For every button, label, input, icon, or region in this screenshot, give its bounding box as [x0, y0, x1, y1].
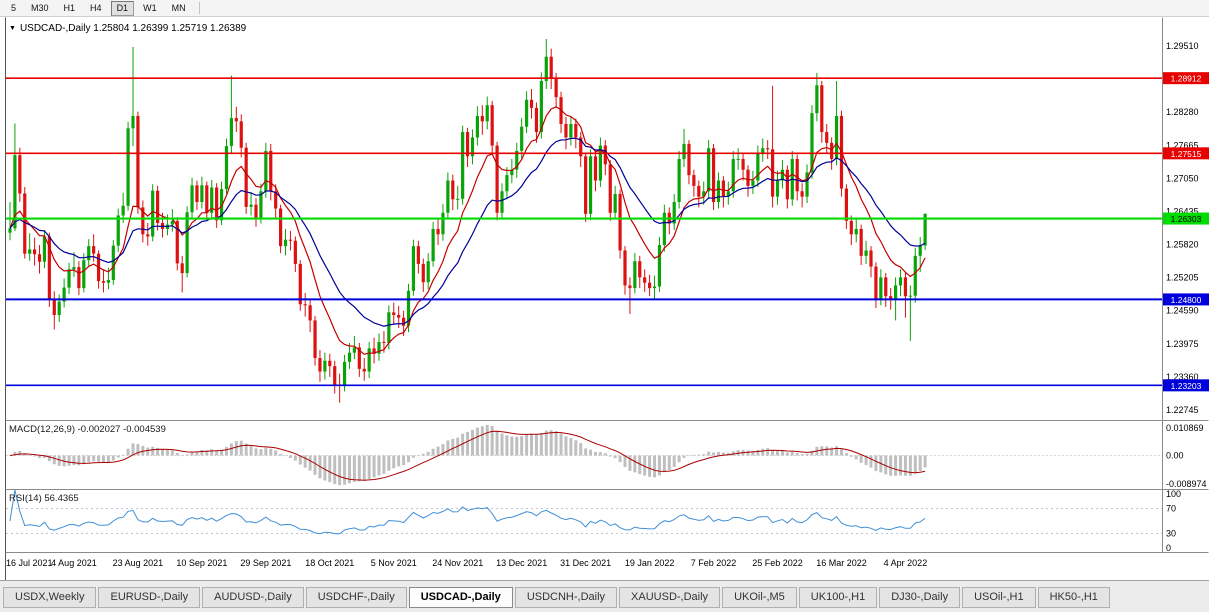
chart-tab-uk100-h1[interactable]: UK100-,H1 [798, 587, 878, 608]
svg-text:70: 70 [1166, 504, 1176, 514]
svg-text:1.26303: 1.26303 [1171, 214, 1202, 224]
macd-indicator-label: MACD(12,26,9) -0.002027 -0.004539 [9, 424, 166, 435]
svg-text:1.29510: 1.29510 [1166, 41, 1199, 51]
svg-text:29 Sep 2021: 29 Sep 2021 [240, 558, 291, 568]
svg-text:30: 30 [1166, 528, 1176, 538]
chart-tab-dj30-daily[interactable]: DJ30-,Daily [879, 587, 961, 608]
rsi-indicator-label: RSI(14) 56.4365 [9, 493, 79, 504]
chart-tab-bar: USDX,Weekly EURUSD-,Daily AUDUSD-,Daily USD… [0, 580, 1209, 612]
svg-text:25 Feb 2022: 25 Feb 2022 [752, 558, 803, 568]
rsi-panel[interactable]: 100 70 30 0 [6, 489, 1181, 553]
chart-tab-hk50-h1[interactable]: HK50-,H1 [1037, 587, 1110, 608]
chart-tab-usdcad-daily[interactable]: USDCAD-,Daily [408, 587, 513, 608]
macd-panel[interactable]: 0.010869 0.00 -0.008974 [6, 423, 1207, 489]
timeframe-button-5[interactable]: 5 [11, 2, 17, 13]
svg-text:18 Oct 2021: 18 Oct 2021 [305, 558, 354, 568]
chart-tab-usdcnh-daily[interactable]: USDCNH-,Daily [514, 587, 618, 608]
svg-text:7 Feb 2022: 7 Feb 2022 [691, 558, 737, 568]
svg-text:16 Jul 2021: 16 Jul 2021 [6, 558, 53, 568]
timeframe-button-h4[interactable]: H4 [90, 2, 102, 13]
svg-text:1.26435: 1.26435 [1166, 206, 1199, 216]
price-badge-1.24800 [1163, 293, 1209, 306]
price-badge-1.27515 [1163, 147, 1209, 160]
svg-text:1.27665: 1.27665 [1166, 140, 1199, 150]
svg-text:16 Mar 2022: 16 Mar 2022 [816, 558, 867, 568]
chart-tab-usdx-weekly[interactable]: USDX,Weekly [3, 587, 97, 608]
chart-canvas[interactable]: 1.29510 1.28280 1.27665 1.27050 1.26435 1.258… [0, 0, 1209, 580]
svg-text:4 Apr 2022: 4 Apr 2022 [884, 558, 928, 568]
timeframe-toolbar: 5 M30 H1 H4 D1 W1 MN [0, 0, 1209, 17]
moving-average-10-line[interactable] [9, 106, 926, 355]
svg-text:1.28280: 1.28280 [1166, 107, 1199, 117]
timeframe-button-mn[interactable]: MN [171, 2, 186, 13]
svg-text:1.24590: 1.24590 [1166, 306, 1199, 316]
svg-text:31 Dec 2021: 31 Dec 2021 [560, 558, 611, 568]
timeframe-button-h1[interactable]: H1 [63, 2, 76, 13]
chart-tab-xauusd-daily[interactable]: XAUUSD-,Daily [619, 587, 721, 608]
timeframe-button-w1[interactable]: W1 [143, 2, 157, 13]
svg-text:10 Sep 2021: 10 Sep 2021 [176, 558, 227, 568]
horizontal-lines-layer[interactable] [6, 77, 1162, 387]
chart-tab-eurusd-daily[interactable]: EURUSD-,Daily [98, 587, 201, 608]
price-axis[interactable]: 1.29510 1.28280 1.27665 1.27050 1.26435 1.258… [1163, 41, 1209, 415]
svg-text:1.23975: 1.23975 [1166, 339, 1199, 349]
chart-tab-ukoil-m5[interactable]: UKOil-,M5 [722, 587, 797, 608]
svg-text:1.22745: 1.22745 [1166, 405, 1199, 415]
svg-text:19 Jan 2022: 19 Jan 2022 [625, 558, 675, 568]
svg-text:1.28912: 1.28912 [1171, 74, 1202, 84]
svg-text:1.25820: 1.25820 [1166, 240, 1199, 250]
chart-title: ▼ USDCAD-,Daily 1.25804 1.26399 1.25719 1… [9, 23, 246, 34]
timeframe-button-m30[interactable]: M30 [31, 2, 49, 13]
price-badge-1.26303 [1163, 212, 1209, 225]
macd-signal-line [9, 430, 926, 481]
svg-text:5 Nov 2021: 5 Nov 2021 [371, 558, 417, 568]
svg-text:13 Dec 2021: 13 Dec 2021 [496, 558, 547, 568]
collapse-arrow-icon[interactable]: ▼ [9, 25, 16, 32]
svg-text:1.27515: 1.27515 [1171, 149, 1202, 159]
svg-text:100: 100 [1166, 489, 1181, 499]
chart-tab-usoil-h1[interactable]: USOil-,H1 [962, 587, 1036, 608]
rsi-line [9, 489, 926, 535]
svg-text:0: 0 [1166, 543, 1171, 553]
svg-text:0.00: 0.00 [1166, 451, 1184, 461]
svg-text:1.23360: 1.23360 [1166, 372, 1199, 382]
moving-average-22-line[interactable] [9, 137, 926, 327]
svg-text:1.27050: 1.27050 [1166, 173, 1199, 183]
price-badge-1.23203 [1163, 379, 1209, 392]
svg-text:0.010869: 0.010869 [1166, 423, 1204, 433]
svg-text:1.24800: 1.24800 [1171, 295, 1202, 305]
toolbar-separator [198, 2, 200, 14]
svg-text:23 Aug 2021: 23 Aug 2021 [113, 558, 164, 568]
chart-tab-usdchf-daily[interactable]: USDCHF-,Daily [305, 587, 407, 608]
svg-text:4 Aug 2021: 4 Aug 2021 [51, 558, 97, 568]
timeframe-button-d1[interactable]: D1 [110, 0, 135, 16]
chart-tab-audusd-daily[interactable]: AUDUSD-,Daily [202, 587, 304, 608]
svg-text:-0.008974: -0.008974 [1166, 479, 1207, 489]
candles-layer[interactable] [8, 38, 927, 403]
svg-text:24 Nov 2021: 24 Nov 2021 [432, 558, 483, 568]
svg-text:1.23203: 1.23203 [1171, 381, 1202, 391]
svg-text:1.25205: 1.25205 [1166, 273, 1199, 283]
chart-title-text: USDCAD-,Daily 1.25804 1.26399 1.25719 1.… [19, 23, 247, 34]
price-badge-1.28912 [1163, 72, 1209, 85]
